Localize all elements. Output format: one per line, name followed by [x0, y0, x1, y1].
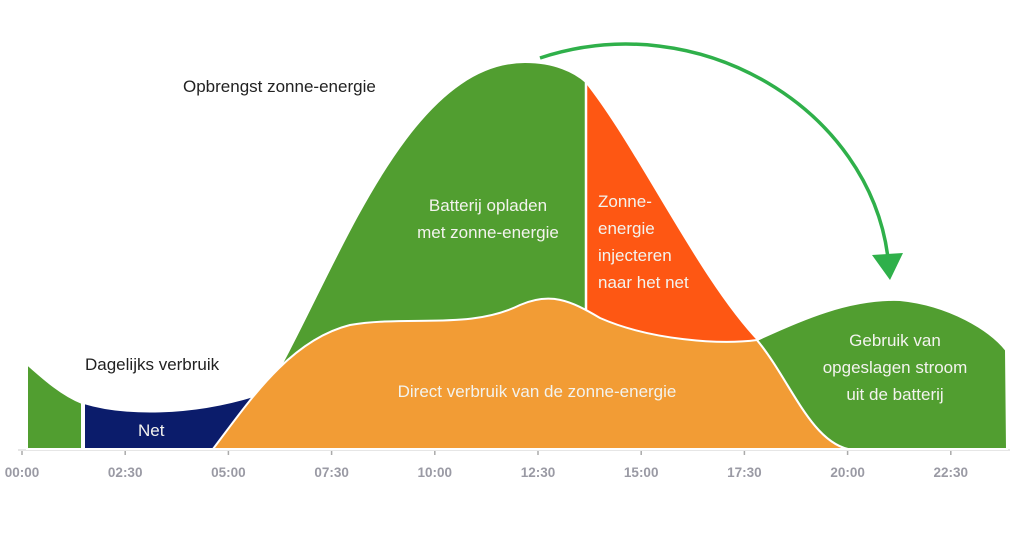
storage-arrow: [539, 42, 890, 259]
x-tick-label: 10:00: [418, 465, 453, 480]
region-battery-night: [26, 361, 83, 450]
injection-label-4: naar het net: [598, 273, 689, 292]
grid-label: Net: [138, 421, 165, 440]
x-tick-label: 02:30: [108, 465, 143, 480]
injection-label-1: Zonne-: [598, 192, 652, 211]
battery-charge-label-2: met zonne-energie: [417, 223, 559, 242]
consumption-label: Dagelijks verbruik: [85, 355, 220, 374]
x-tick-label: 12:30: [521, 465, 556, 480]
x-tick-label: 20:00: [830, 465, 865, 480]
x-tick-label: 05:00: [211, 465, 246, 480]
arrow-head-icon: [872, 253, 903, 280]
x-tick-label: 07:30: [314, 465, 349, 480]
injection-label-3: injecteren: [598, 246, 672, 265]
x-tick-label: 15:00: [624, 465, 659, 480]
battery-charge-label-1: Batterij opladen: [429, 196, 547, 215]
battery-use-label-2: opgeslagen stroom: [823, 358, 968, 377]
injection-label-2: energie: [598, 219, 655, 238]
battery-use-label-3: uit de batterij: [846, 385, 943, 404]
region-battery-use: [755, 298, 1009, 450]
x-tick-label: 17:30: [727, 465, 762, 480]
battery-use-label-1: Gebruik van: [849, 331, 941, 350]
x-tick-label: 00:00: [5, 465, 40, 480]
direct-use-label: Direct verbruik van de zonne-energie: [398, 382, 677, 401]
x-tick-label: 22:30: [934, 465, 969, 480]
title-label: Opbrengst zonne-energie: [183, 77, 376, 96]
